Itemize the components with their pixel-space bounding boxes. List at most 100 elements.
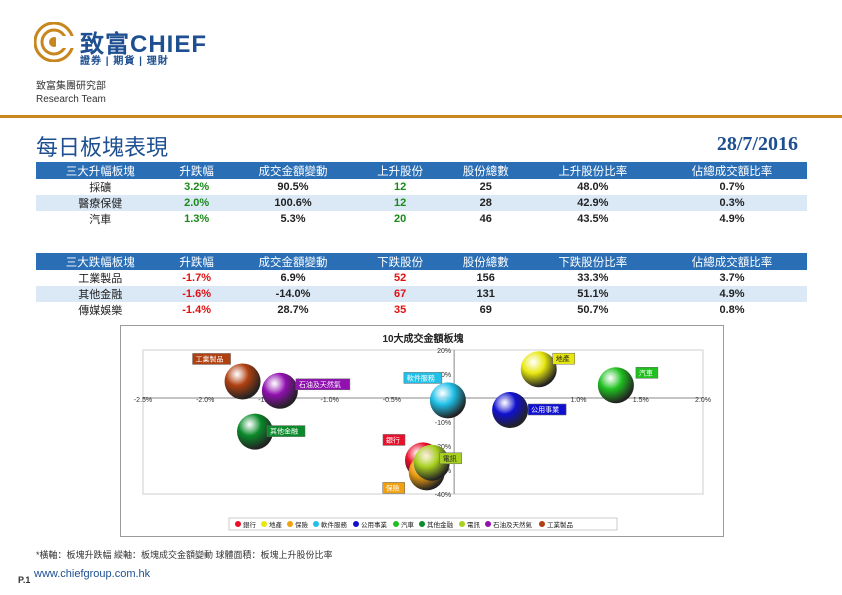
- col-header: 成交金額變動: [228, 162, 358, 179]
- legend-entry: 軟件服務: [321, 520, 348, 529]
- sector-name: 汽車: [36, 211, 165, 227]
- company-logo: [34, 22, 74, 62]
- x-tick-label: -1.0%: [321, 397, 339, 404]
- y-tick-label: 20%: [437, 348, 451, 355]
- legend-entry: 保險: [295, 520, 309, 529]
- change-pct: -1.6%: [164, 286, 229, 302]
- bubble-data-label: 石油及天然氣: [299, 380, 341, 389]
- table-row: 其他金融 -1.6% -14.0% 67 131 51.1% 4.9%: [36, 286, 807, 302]
- turnover-share: 3.7%: [657, 270, 807, 286]
- rising-count: 20: [357, 211, 443, 227]
- brand-en: CHIEF: [130, 31, 207, 58]
- table-row: 採礦 3.2% 90.5% 12 25 48.0% 0.7%: [36, 179, 807, 195]
- col-header: 上升股份: [357, 162, 443, 179]
- dept-cn: 致富集團研究部: [36, 81, 106, 92]
- legend-marker: [459, 521, 465, 527]
- y-tick-label: -40%: [435, 492, 451, 499]
- turnover-share: 4.9%: [657, 286, 807, 302]
- total-count: 69: [442, 302, 529, 318]
- bubble-label-box: [382, 434, 406, 446]
- total-count: 25: [442, 179, 529, 195]
- table-header-row: 三大跌幅板塊 升跌幅 成交金額變動 下跌股份 股份總數 下跌股份比率 佔總成交額…: [36, 253, 807, 270]
- bubble-data-label: 軟件服務: [407, 373, 435, 382]
- col-header: 佔總成交額比率: [657, 253, 807, 270]
- turnover-change: 28.7%: [228, 302, 358, 318]
- bubble-chart: 10大成交金額板塊-2.5%-2.0%-1.5%-1.0%-0.5%0.0%0.…: [120, 325, 724, 537]
- rising-ratio: 48.0%: [528, 179, 658, 195]
- legend-marker: [287, 521, 293, 527]
- legend-marker: [353, 521, 359, 527]
- legend-entry: 其他金融: [427, 520, 454, 529]
- col-header: 股份總數: [442, 253, 529, 270]
- falling-count: 35: [357, 302, 443, 318]
- rising-count: 12: [357, 179, 443, 195]
- col-header: 升跌幅: [164, 253, 229, 270]
- x-tick-label: -2.0%: [196, 397, 214, 404]
- total-count: 156: [442, 270, 529, 286]
- x-tick-label: 1.5%: [633, 397, 649, 404]
- top-losers-table: 三大跌幅板塊 升跌幅 成交金額變動 下跌股份 股份總數 下跌股份比率 佔總成交額…: [36, 253, 807, 318]
- bubble-data-label: 工業製品: [196, 354, 224, 363]
- bubble-data-label: 公用事業: [531, 405, 559, 414]
- col-header: 下跌股份: [357, 253, 443, 270]
- bubble-data-label: 電訊: [443, 454, 457, 463]
- legend-entry: 地產: [269, 520, 283, 529]
- turnover-change: 90.5%: [228, 179, 358, 195]
- page-title: 每日板塊表現: [36, 136, 169, 161]
- total-count: 28: [442, 195, 529, 211]
- col-header: 佔總成交額比率: [657, 162, 807, 179]
- bubble-data-label: 汽車: [639, 368, 653, 377]
- department: 致富集團研究部 Research Team: [36, 80, 106, 106]
- bubble-point: [429, 382, 466, 419]
- falling-ratio: 51.1%: [528, 286, 658, 302]
- top-gainers-table: 三大升幅板塊 升跌幅 成交金額變動 上升股份 股份總數 上升股份比率 佔總成交額…: [36, 162, 807, 227]
- legend-entry: 銀行: [243, 520, 257, 529]
- turnover-change: -14.0%: [228, 286, 358, 302]
- legend-marker: [539, 521, 545, 527]
- sector-name: 採礦: [36, 179, 165, 195]
- col-header: 升跌幅: [164, 162, 229, 179]
- bubble-point: [261, 372, 298, 409]
- falling-ratio: 50.7%: [528, 302, 658, 318]
- turnover-share: 0.3%: [657, 195, 807, 211]
- legend-marker: [485, 521, 491, 527]
- bubble-point: [237, 413, 273, 450]
- bubble-point: [224, 363, 261, 400]
- bubble-point: [492, 392, 529, 428]
- turnover-share: 0.7%: [657, 179, 807, 195]
- turnover-change: 100.6%: [228, 195, 358, 211]
- bubble-data-label: 其他金融: [270, 427, 298, 436]
- bubble-label-box: [439, 452, 462, 465]
- brand-tagline: 證券 | 期貨 | 理財: [80, 56, 169, 67]
- y-tick-label: 10%: [437, 372, 451, 379]
- website-url: www.chiefgroup.com.hk: [34, 568, 151, 580]
- bubble-data-label: 地產: [556, 354, 570, 363]
- bubble-label-box: [635, 367, 659, 379]
- legend-entry: 石油及天然氣: [493, 520, 533, 529]
- falling-count: 52: [357, 270, 443, 286]
- turnover-share: 4.9%: [657, 211, 807, 227]
- change-pct: -1.4%: [164, 302, 229, 318]
- legend-entry: 汽車: [401, 520, 415, 529]
- bubble-label-box: [552, 352, 575, 365]
- rising-count: 12: [357, 195, 443, 211]
- bubble-chart-svg: 10大成交金額板塊-2.5%-2.0%-1.5%-1.0%-0.5%0.0%0.…: [134, 332, 711, 531]
- turnover-change: 6.9%: [228, 270, 358, 286]
- turnover-change: 5.3%: [228, 211, 358, 227]
- chart-title: 10大成交金額板塊: [382, 332, 463, 345]
- legend-entry: 工業製品: [547, 520, 573, 529]
- header-rule: [0, 115, 842, 118]
- dept-en: Research Team: [36, 94, 106, 105]
- sector-name: 傳媒娛樂: [36, 302, 165, 318]
- legend-marker: [313, 521, 319, 527]
- bubble-label-box: [266, 425, 306, 437]
- brand-name: 致富CHIEF: [80, 24, 207, 59]
- sector-name: 工業製品: [36, 270, 165, 286]
- table-row: 工業製品 -1.7% 6.9% 52 156 33.3% 3.7%: [36, 270, 807, 286]
- col-header: 三大跌幅板塊: [36, 253, 165, 270]
- bubble-label-box: [527, 403, 567, 416]
- sector-name: 其他金融: [36, 286, 165, 302]
- rising-ratio: 43.5%: [528, 211, 658, 227]
- bubble-data-label: 保險: [386, 483, 400, 492]
- change-pct: 3.2%: [164, 179, 229, 195]
